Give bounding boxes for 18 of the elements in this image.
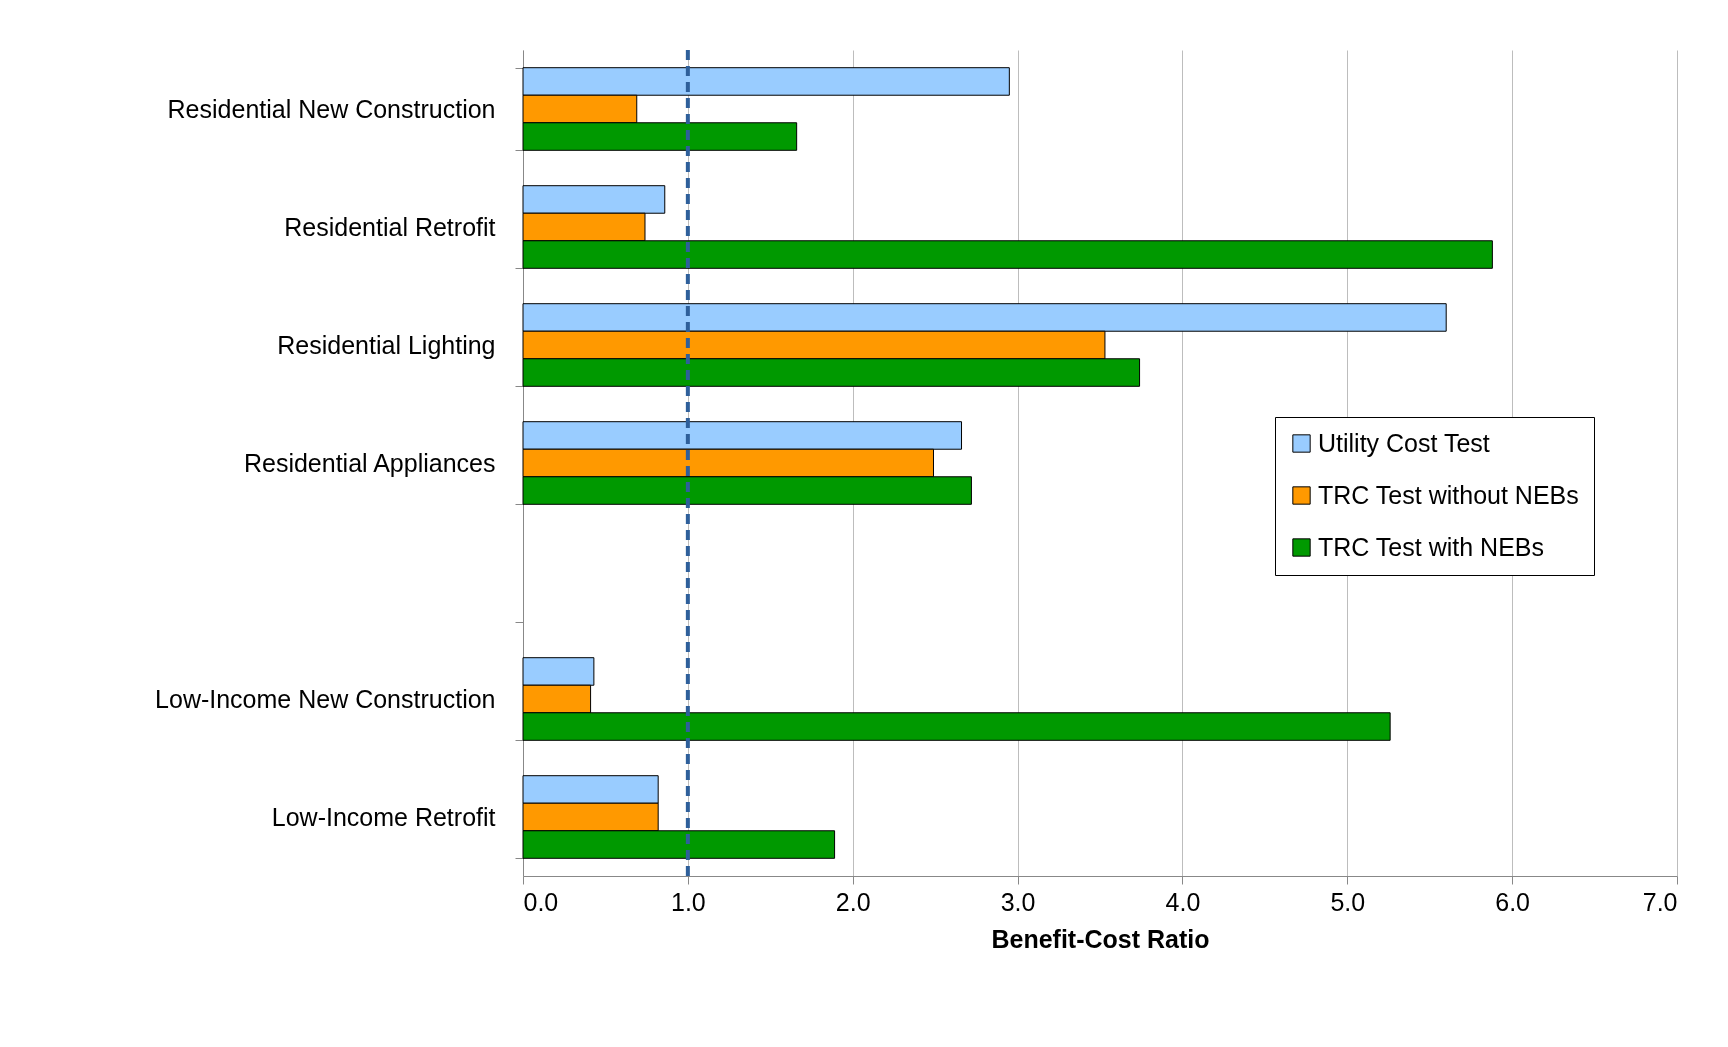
y-tick-label: Residential Retrofit	[284, 212, 496, 241]
y-tick-label: Residential Appliances	[243, 448, 496, 477]
x-tick-label: 0.0	[523, 887, 559, 916]
y-tick-label: Residential Lighting	[277, 330, 496, 359]
y-tick-label: Low-Income New Construction	[155, 684, 496, 713]
legend-label: Utility Cost Test	[1318, 428, 1490, 457]
x-tick-label: 6.0	[1495, 887, 1531, 916]
y-tick-label: Low-Income Retrofit	[271, 802, 496, 831]
x-tick-label: 4.0	[1165, 887, 1201, 916]
x-tick-label: 5.0	[1330, 887, 1366, 916]
x-tick-label: 2.0	[835, 887, 871, 916]
x-tick-label: 1.0	[670, 887, 706, 916]
legend-label: TRC Test without NEBs	[1318, 480, 1579, 509]
x-axis-title: Benefit-Cost Ratio	[991, 924, 1210, 953]
y-tick-label: Residential New Construction	[167, 94, 496, 123]
legend-label: TRC Test with NEBs	[1318, 532, 1544, 561]
x-tick-label: 7.0	[1642, 887, 1678, 916]
x-tick-label: 3.0	[1000, 887, 1036, 916]
